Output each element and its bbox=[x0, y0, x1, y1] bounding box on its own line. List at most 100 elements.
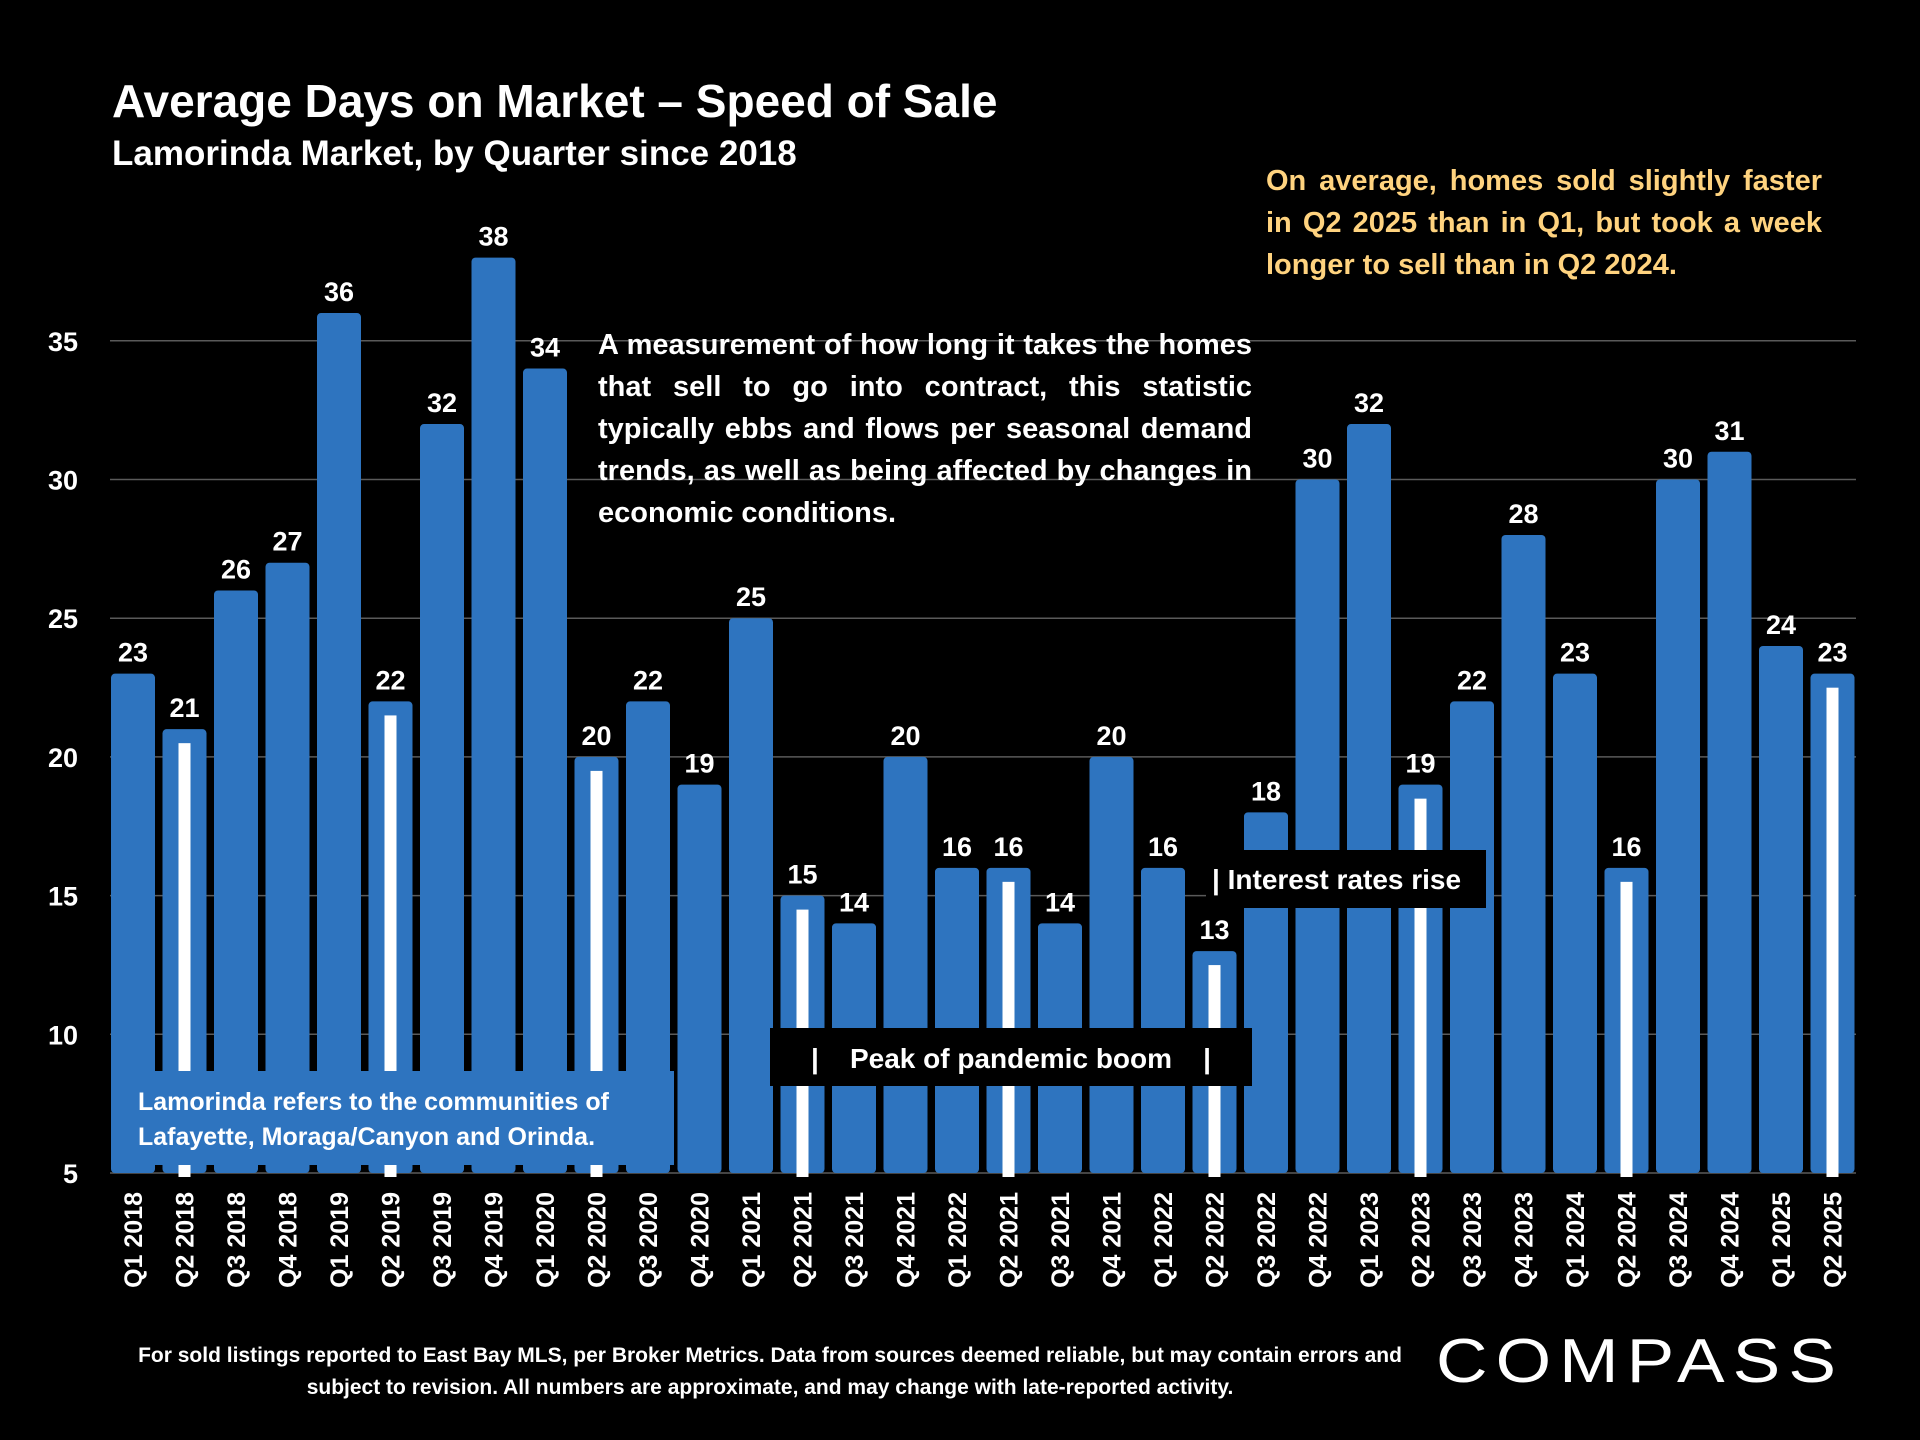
pandemic-annotation: | Peak of pandemic boom | bbox=[811, 1043, 1211, 1074]
x-tick-label: Q2 2021 bbox=[996, 1192, 1024, 1288]
bar bbox=[1656, 479, 1700, 1173]
bar-value-label: 22 bbox=[375, 665, 405, 695]
bar-value-label: 36 bbox=[324, 277, 354, 307]
x-tick-label: Q1 2025 bbox=[1768, 1192, 1796, 1288]
bar bbox=[214, 590, 258, 1173]
bar-value-label: 21 bbox=[169, 693, 199, 723]
bar-value-label: 32 bbox=[427, 388, 457, 418]
x-tick-label: Q2 2021 bbox=[790, 1192, 818, 1288]
q2-marker bbox=[1826, 687, 1839, 1177]
bar-value-label: 16 bbox=[942, 832, 972, 862]
bar bbox=[626, 701, 670, 1173]
x-tick-label: Q1 2024 bbox=[1562, 1192, 1590, 1288]
x-tick-label: Q3 2023 bbox=[1459, 1192, 1487, 1288]
bar-value-label: 30 bbox=[1302, 444, 1332, 474]
x-tick-label: Q2 2024 bbox=[1614, 1192, 1642, 1288]
bar-value-label: 24 bbox=[1766, 610, 1796, 640]
bar-value-label: 25 bbox=[736, 582, 766, 612]
bar bbox=[1141, 867, 1185, 1173]
y-tick-label: 30 bbox=[48, 466, 78, 496]
bar bbox=[1089, 756, 1134, 1173]
bars bbox=[111, 257, 1855, 1177]
bar-value-label: 34 bbox=[530, 333, 560, 363]
pandemic-annotation-box bbox=[770, 1028, 1252, 1086]
chart-subtitle: Lamorinda Market, by Quarter since 2018 bbox=[112, 134, 797, 173]
y-tick-label: 5 bbox=[63, 1159, 78, 1189]
value-labels: 23 21 26 27 36 22 32 38 34 20 22 19 25 15 14 20 16 16 14 20… bbox=[118, 222, 1848, 946]
q2-marker bbox=[384, 715, 397, 1177]
bar bbox=[729, 618, 773, 1173]
x-tick-label: Q2 2022 bbox=[1202, 1192, 1230, 1288]
x-tick-label: Q3 2022 bbox=[1253, 1192, 1281, 1288]
x-tick-label: Q1 2022 bbox=[1150, 1192, 1178, 1288]
bar-value-label: 32 bbox=[1354, 388, 1384, 418]
x-tick-label: Q4 2020 bbox=[687, 1192, 715, 1288]
bar-value-label: 22 bbox=[633, 665, 663, 695]
y-tick-label: 25 bbox=[48, 604, 78, 634]
bar-value-label: 18 bbox=[1251, 776, 1281, 806]
x-tick-label: Q2 2018 bbox=[172, 1192, 200, 1288]
x-tick-label: Q1 2018 bbox=[120, 1192, 148, 1288]
bar-value-label: 15 bbox=[787, 860, 817, 890]
x-tick-label: Q4 2022 bbox=[1305, 1192, 1333, 1288]
bar bbox=[1501, 534, 1546, 1173]
bar bbox=[1347, 424, 1391, 1173]
x-tick-label: Q3 2018 bbox=[223, 1192, 251, 1288]
x-tick-label: Q4 2021 bbox=[893, 1192, 921, 1288]
x-tick-label: Q1 2020 bbox=[532, 1192, 560, 1288]
x-tick-label: Q2 2020 bbox=[584, 1192, 612, 1288]
bar-value-label: 27 bbox=[272, 527, 302, 557]
lamorinda-note-line-1: Lamorinda refers to the communities of bbox=[138, 1088, 610, 1116]
x-tick-label: Q4 2021 bbox=[1099, 1192, 1127, 1288]
bar bbox=[677, 784, 722, 1173]
bar-value-label: 23 bbox=[1817, 638, 1847, 668]
bar bbox=[471, 257, 516, 1174]
bar-value-label: 20 bbox=[1096, 721, 1126, 751]
bar bbox=[111, 673, 155, 1173]
x-tick-label: Q1 2023 bbox=[1356, 1192, 1384, 1288]
compass-logo: COMPASS bbox=[1436, 1327, 1844, 1392]
bar bbox=[935, 867, 979, 1173]
x-tick-label: Q2 2019 bbox=[378, 1192, 406, 1288]
y-tick-label: 20 bbox=[48, 743, 78, 773]
x-tick-label: Q3 2021 bbox=[841, 1192, 869, 1288]
compass-logo-text: COMPASS bbox=[1436, 1327, 1844, 1392]
x-tick-label: Q3 2024 bbox=[1665, 1192, 1693, 1288]
bar-value-label: 23 bbox=[1560, 638, 1590, 668]
bar bbox=[265, 562, 310, 1173]
bar-value-label: 38 bbox=[478, 222, 508, 252]
y-tick-label: 15 bbox=[48, 882, 78, 912]
bar-value-label: 20 bbox=[890, 721, 920, 751]
bar-value-label: 16 bbox=[1611, 832, 1641, 862]
interest-rates-annotation-box bbox=[1206, 850, 1486, 908]
q2-marker bbox=[178, 743, 191, 1177]
bar-value-label: 28 bbox=[1508, 499, 1538, 529]
lamorinda-note-line-2: Lafayette, Moraga/Canyon and Orinda. bbox=[138, 1123, 595, 1151]
x-tick-label: Q3 2019 bbox=[429, 1192, 457, 1288]
x-tick-label: Q1 2022 bbox=[944, 1192, 972, 1288]
x-tick-label: Q2 2025 bbox=[1820, 1192, 1848, 1288]
bar-value-label: 26 bbox=[221, 554, 251, 584]
bar-value-label: 13 bbox=[1199, 915, 1229, 945]
source-footnote: For sold listings reported to East Bay M… bbox=[138, 1344, 1402, 1399]
interest-rates-annotation: | Interest rates rise bbox=[1212, 864, 1461, 895]
y-tick-label: 10 bbox=[48, 1020, 78, 1050]
x-tick-label: Q4 2023 bbox=[1511, 1192, 1539, 1288]
q2-marker bbox=[1620, 881, 1633, 1177]
bar-value-label: 20 bbox=[581, 721, 611, 751]
bar-value-label: 22 bbox=[1457, 665, 1487, 695]
y-axis-ticks: 5 10 15 20 25 30 35 bbox=[48, 327, 78, 1189]
bar bbox=[1295, 479, 1340, 1173]
bar bbox=[317, 313, 361, 1173]
x-tick-label: Q1 2019 bbox=[326, 1192, 354, 1288]
bar-value-label: 19 bbox=[684, 749, 714, 779]
y-tick-label: 35 bbox=[48, 327, 78, 357]
x-tick-label: Q4 2018 bbox=[275, 1192, 303, 1288]
x-tick-label: Q1 2021 bbox=[738, 1192, 766, 1288]
metric-description: A measurement of how long it takes the h… bbox=[598, 329, 1252, 529]
bar-value-label: 23 bbox=[118, 638, 148, 668]
x-tick-label: Q4 2024 bbox=[1717, 1192, 1745, 1288]
x-tick-label: Q2 2023 bbox=[1408, 1192, 1436, 1288]
bar bbox=[1759, 645, 1803, 1173]
bar bbox=[883, 756, 928, 1173]
